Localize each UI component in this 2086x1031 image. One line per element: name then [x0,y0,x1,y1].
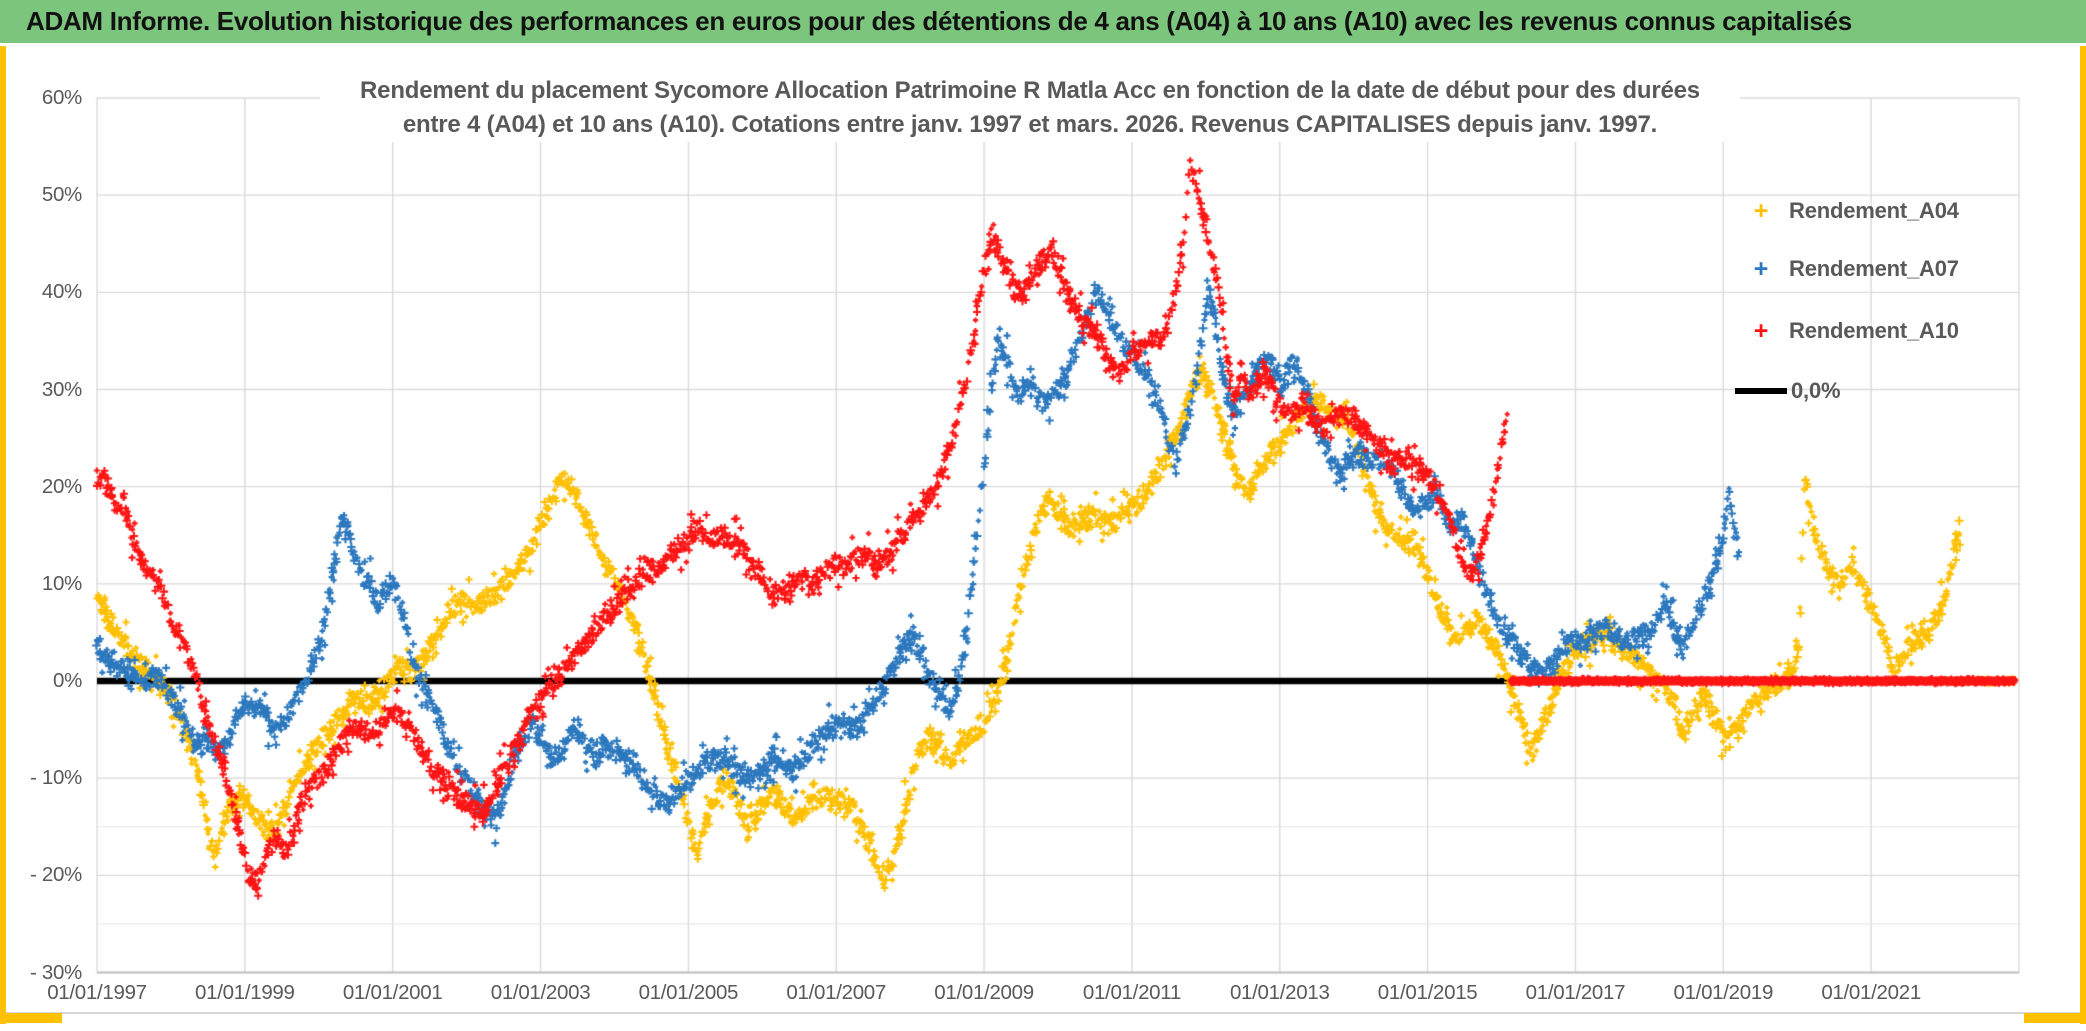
legend-label: 0,0% [1791,378,1841,403]
x-axis-label: 01/01/2011 [1082,981,1181,1004]
x-axis-label: 01/01/1999 [195,981,295,1004]
x-axis-label: 01/01/2005 [638,981,739,1004]
legend-item-rendement-a10: + Rendement_A10 [1733,313,1959,349]
x-axis-label: 01/01/1997 [47,981,147,1004]
zero-line-icon [1735,388,1787,394]
y-axis-label: 0% [52,669,82,692]
y-axis-label: - 10% [29,766,82,790]
plus-marker-icon: + [1753,255,1769,283]
x-axis-label: 01/01/2019 [1673,981,1774,1004]
plus-marker-icon: + [1753,317,1769,345]
header-title: ADAM Informe. Evolution historique des p… [26,6,1852,36]
chart-title: Rendement du placement Sycomore Allocati… [320,74,1740,142]
chart-title-line1: Rendement du placement Sycomore Allocati… [360,77,1700,104]
x-axis-label: 01/01/2009 [934,981,1034,1004]
plus-marker-icon: + [1753,197,1769,225]
chart-title-line2: entre 4 (A04) et 10 ans (A10). Cotations… [402,111,1658,138]
x-axis-label: 01/01/2017 [1525,981,1626,1004]
x-axis-label: 01/01/2021 [1821,981,1921,1004]
legend-label: Rendement_A10 [1789,318,1959,343]
legend-label: Rendement_A07 [1789,256,1959,281]
y-axis-label: 30% [41,377,82,401]
y-axis-label: 20% [41,474,82,498]
left-gold-border [0,46,6,1024]
x-axis-label: 01/01/2013 [1229,981,1330,1004]
legend-item-rendement-a07: + Rendement_A07 [1733,251,1959,287]
x-axis-label: 01/01/2007 [786,981,887,1004]
y-axis-label: - 20% [29,863,82,887]
y-axis-label: 40% [41,280,82,304]
y-axis-label: 60% [41,86,82,109]
legend-item-rendement-a04: + Rendement_A04 [1733,193,1959,229]
y-axis-label: 50% [41,183,82,207]
right-gold-border [2080,46,2086,1024]
y-axis-label: - 30% [29,960,82,984]
y-axis-label: 10% [41,571,82,595]
legend-label: Rendement_A04 [1789,198,1959,223]
x-axis-label: 01/01/2003 [490,981,591,1004]
x-axis-label: 01/01/2001 [342,981,443,1004]
x-axis-label: 01/01/2015 [1377,981,1478,1004]
header-bar: ADAM Informe. Evolution historique des p… [0,0,2086,43]
legend-item-zero-line: 0,0% [1733,373,1841,409]
